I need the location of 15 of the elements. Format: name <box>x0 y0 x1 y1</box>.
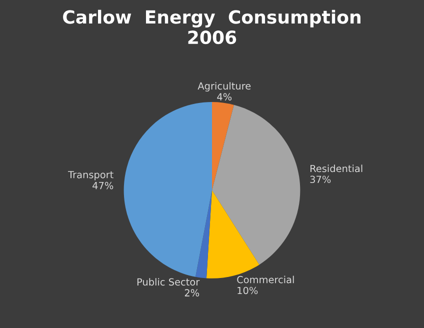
slice-label: Agriculture <box>198 82 251 92</box>
pie-slice <box>212 102 234 190</box>
slice-label: Public Sector <box>137 278 200 286</box>
data-label: 2% <box>184 289 200 296</box>
slice-label: Residential <box>310 164 362 172</box>
slice-label: Transport <box>68 171 114 180</box>
data-label: 37% <box>310 176 331 184</box>
data-label: 4% <box>217 93 232 101</box>
data-label: 47% <box>92 182 114 190</box>
pie-slice <box>212 104 300 265</box>
pie-slice <box>195 190 212 278</box>
slice-label: Commercial <box>237 276 294 284</box>
chart-title: Carlow Energy Consumption 2006 <box>63 10 360 44</box>
pie-slice <box>124 102 212 277</box>
data-label: 10% <box>238 286 258 294</box>
